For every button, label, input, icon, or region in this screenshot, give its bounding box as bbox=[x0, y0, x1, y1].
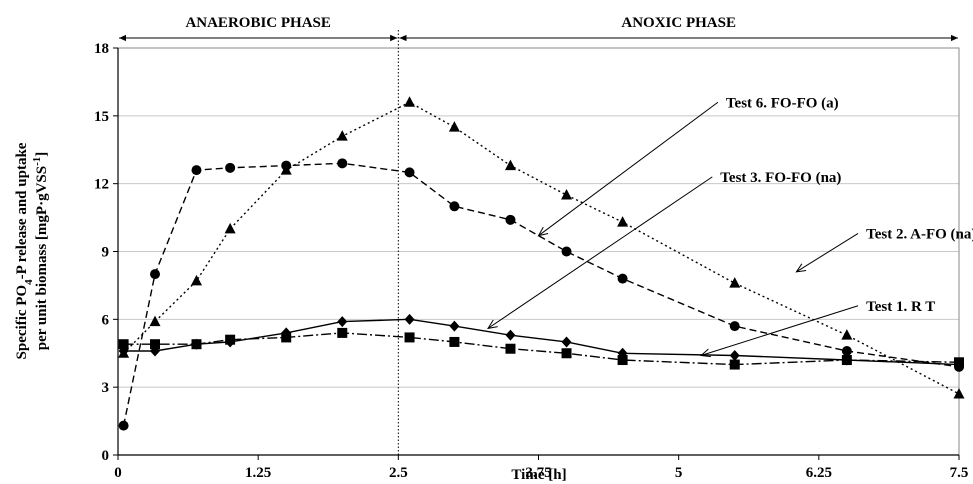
series-pointer-3 bbox=[701, 305, 859, 356]
data-point-circle bbox=[404, 167, 415, 178]
data-point-circle bbox=[449, 201, 460, 212]
axis-titles: Time [h] Specific PO4-P release and upta… bbox=[14, 142, 567, 483]
series-label-2: Test 2. A-FO (na) bbox=[866, 226, 973, 242]
y-tick-label: 18 bbox=[94, 41, 109, 57]
data-point-circle bbox=[118, 420, 129, 431]
series-line bbox=[123, 332, 960, 366]
data-point-triangle bbox=[190, 274, 202, 286]
tick-labels: 0 3 6 9 12 15 18 0 1.25 2.5 3.75 5 6.25 7.5 bbox=[94, 41, 968, 481]
data-point-circle bbox=[617, 273, 628, 284]
series-annotations: Test 6. FO-FO (a) Test 3. FO-FO (na) Test … bbox=[488, 95, 973, 355]
series-2 bbox=[118, 313, 964, 371]
data-point-triangle bbox=[841, 329, 853, 340]
data-point-triangle bbox=[561, 188, 573, 200]
data-point-diamond bbox=[561, 336, 572, 348]
data-point-square bbox=[505, 343, 516, 354]
y-tick-label: 3 bbox=[102, 380, 110, 396]
x-tick-label: 1.25 bbox=[245, 465, 271, 481]
x-tick-label: 2.5 bbox=[389, 465, 408, 481]
data-point-triangle bbox=[448, 121, 460, 132]
data-point-circle bbox=[281, 160, 292, 171]
data-point-triangle bbox=[224, 222, 236, 234]
series-1 bbox=[118, 158, 964, 431]
series-label-3: Test 1. R T bbox=[866, 299, 935, 315]
data-point-triangle bbox=[404, 96, 416, 107]
series-3 bbox=[118, 327, 964, 370]
axes bbox=[113, 30, 960, 460]
data-point-circle bbox=[561, 246, 572, 257]
data-point-triangle bbox=[729, 277, 741, 288]
data-point-square bbox=[617, 355, 628, 366]
x-tick-label: 3.75 bbox=[525, 465, 551, 481]
data-series bbox=[118, 96, 965, 431]
series-label-1: Test 3. FO-FO (na) bbox=[720, 170, 841, 186]
x-tick-label: 0 bbox=[114, 465, 122, 481]
phase-label-1: ANOXIC PHASE bbox=[621, 15, 736, 31]
data-point-circle bbox=[225, 162, 236, 173]
data-point-square bbox=[954, 357, 964, 368]
data-point-triangle bbox=[953, 387, 965, 399]
y-tick-label: 15 bbox=[94, 109, 109, 125]
x-axis-title: Time [h] bbox=[511, 467, 566, 483]
y-tick-label: 6 bbox=[102, 312, 110, 328]
x-tick-label: 6.25 bbox=[806, 465, 832, 481]
data-point-circle bbox=[841, 345, 852, 356]
data-point-circle bbox=[337, 158, 348, 169]
data-point-square bbox=[150, 339, 161, 350]
y-axis-title-line1: Specific PO4-P release and uptake bbox=[14, 142, 35, 359]
data-point-square bbox=[281, 332, 292, 343]
phase-label-0: ANAEROBIC PHASE bbox=[185, 15, 330, 31]
phase-header: ANAEROBIC PHASE ANOXIC PHASE bbox=[119, 15, 958, 42]
data-point-square bbox=[225, 334, 236, 345]
y-tick-label: 0 bbox=[102, 448, 110, 464]
data-point-diamond bbox=[404, 313, 415, 325]
x-tick-label: 7.5 bbox=[950, 465, 969, 481]
series-label-0: Test 6. FO-FO (a) bbox=[726, 95, 839, 111]
data-point-triangle bbox=[149, 315, 161, 327]
data-point-circle bbox=[191, 165, 202, 176]
data-point-circle bbox=[729, 321, 740, 332]
data-point-square bbox=[404, 332, 415, 343]
data-point-square bbox=[337, 327, 348, 338]
gridlines bbox=[118, 115, 959, 388]
data-point-square bbox=[841, 355, 852, 366]
data-point-circle bbox=[505, 214, 516, 225]
data-point-triangle bbox=[336, 130, 348, 141]
data-point-triangle bbox=[504, 159, 516, 171]
series-0 bbox=[118, 96, 965, 399]
data-point-square bbox=[561, 348, 572, 359]
x-tick-label: 5 bbox=[675, 465, 683, 481]
data-point-square bbox=[118, 339, 129, 350]
series-pointer-0 bbox=[539, 101, 719, 235]
data-point-square bbox=[191, 339, 202, 350]
series-line bbox=[123, 318, 960, 366]
y-tick-label: 9 bbox=[102, 245, 110, 261]
data-point-diamond bbox=[729, 350, 740, 362]
data-point-triangle bbox=[617, 216, 629, 227]
series-pointer-2 bbox=[796, 232, 859, 271]
data-point-square bbox=[729, 359, 740, 370]
data-point-diamond bbox=[505, 329, 516, 341]
series-line bbox=[122, 162, 960, 426]
data-point-circle bbox=[150, 269, 161, 280]
data-point-square bbox=[449, 336, 460, 347]
y-tick-label: 12 bbox=[94, 177, 109, 193]
data-point-diamond bbox=[449, 320, 460, 332]
series-pointer-1 bbox=[488, 176, 713, 328]
y-axis-title-line2: per unit biomass [mgP·gVSS-1] bbox=[31, 152, 50, 351]
data-point-diamond bbox=[337, 316, 348, 328]
